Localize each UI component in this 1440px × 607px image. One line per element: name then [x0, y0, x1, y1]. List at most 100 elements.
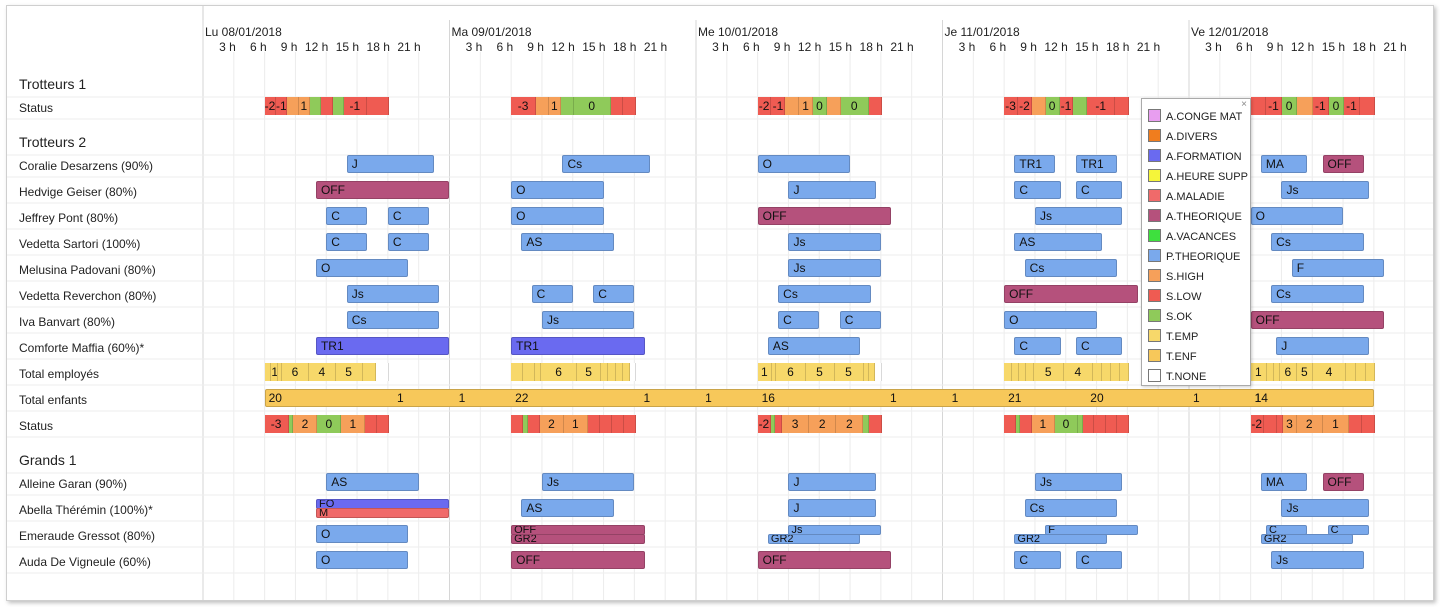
employee-total-segment[interactable]: [869, 363, 876, 381]
status-segment[interactable]: [785, 97, 800, 115]
shift-bar[interactable]: C: [839, 311, 881, 329]
status-segment[interactable]: [1362, 415, 1376, 433]
status-segment[interactable]: -2: [757, 97, 772, 115]
employee-total-segment[interactable]: [362, 363, 376, 381]
employee-total-segment[interactable]: 5: [1033, 363, 1064, 381]
employee-total-segment[interactable]: [1267, 363, 1274, 381]
employee-total-segment[interactable]: 4: [1063, 363, 1094, 381]
status-segment[interactable]: 1: [799, 97, 814, 115]
shift-bar[interactable]: C: [593, 285, 635, 303]
employee-total-segment[interactable]: [863, 363, 870, 381]
shift-bar[interactable]: C: [531, 285, 573, 303]
employee-total-segment[interactable]: [523, 363, 536, 381]
shift-bar[interactable]: Cs: [1024, 499, 1118, 517]
employee-total-segment[interactable]: [1111, 363, 1120, 381]
shift-bar[interactable]: Js: [1034, 473, 1123, 491]
status-segment[interactable]: [1073, 97, 1088, 115]
shift-bar[interactable]: O: [1004, 311, 1097, 329]
employee-total-segment[interactable]: [1018, 363, 1027, 381]
employee-total-segment[interactable]: 1: [757, 363, 773, 381]
shift-bar[interactable]: Cs: [562, 155, 650, 173]
status-segment[interactable]: [561, 97, 574, 115]
status-segment[interactable]: -1: [344, 97, 367, 115]
status-segment[interactable]: [611, 415, 624, 433]
status-segment[interactable]: [1263, 415, 1277, 433]
employee-total-segment[interactable]: [1093, 363, 1103, 381]
employee-total-segment[interactable]: 5: [1296, 363, 1313, 381]
status-segment[interactable]: [1117, 415, 1129, 433]
employee-total-segment[interactable]: 5: [834, 363, 864, 381]
status-segment[interactable]: [1004, 415, 1016, 433]
shift-bar[interactable]: M: [315, 508, 450, 518]
employee-total-segment[interactable]: [601, 363, 609, 381]
status-segment[interactable]: [1250, 97, 1267, 115]
status-segment[interactable]: [377, 415, 390, 433]
shift-bar[interactable]: GR2: [1014, 534, 1107, 544]
status-segment[interactable]: -2: [1250, 415, 1264, 433]
shift-bar[interactable]: Js: [1271, 551, 1364, 569]
shift-bar[interactable]: O: [511, 207, 604, 225]
shift-bar[interactable]: Cs: [1271, 285, 1364, 303]
shift-bar[interactable]: Js: [541, 311, 635, 329]
employee-total-segment[interactable]: 1: [271, 363, 279, 381]
status-segment[interactable]: 3: [782, 415, 810, 433]
status-segment[interactable]: [536, 97, 549, 115]
status-segment[interactable]: -1: [1087, 97, 1116, 115]
status-segment[interactable]: [310, 97, 322, 115]
status-segment[interactable]: -1: [275, 97, 288, 115]
employee-total-segment[interactable]: 5: [805, 363, 835, 381]
status-segment[interactable]: 1: [1031, 415, 1055, 433]
shift-bar[interactable]: OFF: [1322, 473, 1364, 491]
status-segment[interactable]: 0: [1281, 97, 1298, 115]
status-segment[interactable]: [599, 415, 612, 433]
shift-bar[interactable]: J: [346, 155, 435, 173]
shift-bar[interactable]: O: [511, 181, 604, 199]
shift-bar[interactable]: AS: [326, 473, 419, 491]
status-segment[interactable]: [527, 415, 540, 433]
shift-bar[interactable]: Js: [1034, 207, 1123, 225]
status-segment[interactable]: 1: [563, 415, 588, 433]
employee-total-segment[interactable]: 1: [1250, 363, 1268, 381]
shift-bar[interactable]: O: [1250, 207, 1344, 225]
status-segment[interactable]: [610, 97, 624, 115]
status-segment[interactable]: [1349, 415, 1363, 433]
shift-bar[interactable]: OFF: [511, 551, 645, 569]
employee-total-segment[interactable]: 5: [335, 363, 363, 381]
status-segment[interactable]: [863, 415, 869, 433]
employee-total-segment[interactable]: [511, 363, 524, 381]
status-segment[interactable]: -3: [1004, 97, 1018, 115]
shift-bar[interactable]: C: [387, 207, 429, 225]
shift-bar[interactable]: AS: [1014, 233, 1102, 251]
status-segment[interactable]: -1: [771, 97, 786, 115]
status-segment[interactable]: [587, 415, 600, 433]
status-segment[interactable]: -2: [264, 97, 276, 115]
shift-bar[interactable]: OFF: [315, 181, 450, 199]
status-segment[interactable]: -1: [1266, 97, 1282, 115]
shift-bar[interactable]: O: [315, 551, 409, 569]
employee-total-segment[interactable]: [278, 363, 283, 381]
status-segment[interactable]: [1082, 415, 1095, 433]
status-segment[interactable]: 1: [1322, 415, 1350, 433]
status-segment[interactable]: [623, 97, 636, 115]
shift-bar[interactable]: Js: [1281, 181, 1369, 199]
status-segment[interactable]: [287, 97, 299, 115]
status-segment[interactable]: -1: [1313, 97, 1329, 115]
employee-total-segment[interactable]: 6: [1280, 363, 1297, 381]
shift-bar[interactable]: AS: [521, 499, 614, 517]
shift-bar[interactable]: C: [1076, 181, 1123, 199]
status-segment[interactable]: 0: [317, 415, 342, 433]
shift-bar[interactable]: J: [788, 499, 876, 517]
shift-bar[interactable]: Cs: [778, 285, 871, 303]
status-segment[interactable]: -3: [264, 415, 289, 433]
shift-bar[interactable]: OFF: [1250, 311, 1385, 329]
employee-total-segment[interactable]: [1345, 363, 1356, 381]
shift-bar[interactable]: Js: [788, 259, 881, 277]
status-segment[interactable]: 1: [548, 97, 562, 115]
employee-total-segment[interactable]: 5: [577, 363, 602, 381]
shift-bar[interactable]: OFF: [757, 551, 892, 569]
shift-bar[interactable]: TR1: [1076, 155, 1118, 173]
status-segment[interactable]: 1: [341, 415, 366, 433]
shift-bar[interactable]: TR1: [1014, 155, 1056, 173]
status-segment[interactable]: -2: [1017, 97, 1032, 115]
status-segment[interactable]: 2: [293, 415, 318, 433]
